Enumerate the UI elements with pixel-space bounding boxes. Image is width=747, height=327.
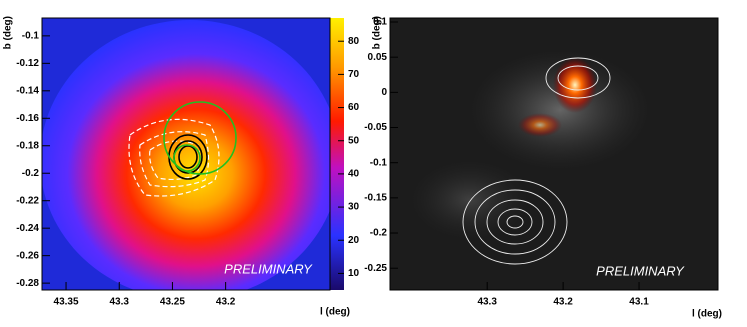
x-tick-label: 43.1 [629, 297, 649, 308]
colorbar-tick-label: 30 [348, 202, 360, 213]
colorbar-tick-label: 20 [348, 235, 360, 246]
colorbar-tick-label: 40 [348, 169, 360, 180]
y-tick-label: -0.22 [16, 195, 39, 206]
x-tick-label: 43.2 [216, 297, 236, 308]
annotation: PRELIMINARY [224, 261, 313, 276]
x-tick-label: 43.2 [553, 297, 573, 308]
x-tick-label: 43.35 [54, 297, 79, 308]
y-tick-label: -0.1 [22, 30, 40, 41]
x-axis-title: l (deg) [320, 307, 350, 318]
heatmap-image [42, 18, 330, 290]
y-tick-label: 0 [381, 87, 387, 98]
y-tick-label: -0.14 [16, 85, 39, 96]
frame [41, 17, 331, 291]
y-tick-label: -0.2 [22, 168, 40, 179]
x-tick-label: 43.3 [110, 297, 130, 308]
y-tick-label: -0.2 [370, 228, 388, 239]
y-tick-label: 0.05 [368, 52, 388, 63]
x-tick-label: 43.3 [477, 297, 497, 308]
colorbar-tick-label: 60 [348, 102, 360, 113]
colorbar-tick-label: 70 [348, 69, 360, 80]
y-tick-label: -0.05 [364, 122, 387, 133]
y-tick-label: -0.28 [16, 278, 39, 289]
colorbar [330, 18, 344, 290]
x-axis-title: l (deg) [692, 309, 722, 320]
y-tick-label: -0.24 [16, 223, 39, 234]
x-tick-label: 43.25 [160, 297, 185, 308]
y-tick-label: -0.16 [16, 113, 39, 124]
colorbar-tick-label: 50 [348, 135, 360, 146]
y-axis-title: b (deg) [3, 16, 14, 49]
annotation: PRELIMINARY [596, 263, 685, 278]
colorbar-tick-label: 80 [348, 36, 360, 47]
y-tick-label: -0.1 [370, 157, 388, 168]
y-tick-label: -0.12 [16, 58, 39, 69]
frame [389, 17, 719, 291]
y-tick-label: 0.1 [373, 17, 387, 28]
y-axis-title: b (deg) [372, 16, 383, 49]
y-tick-label: -0.15 [364, 192, 387, 203]
y-tick-label: -0.18 [16, 140, 39, 151]
y-tick-label: -0.25 [364, 263, 387, 274]
y-tick-label: -0.26 [16, 250, 39, 261]
colorbar-tick-label: 10 [348, 268, 360, 279]
heatmap-image [390, 18, 718, 290]
